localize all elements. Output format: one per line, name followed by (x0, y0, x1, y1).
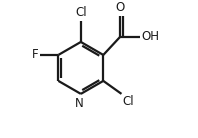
Text: Cl: Cl (123, 95, 134, 108)
Text: O: O (116, 1, 125, 14)
Text: Cl: Cl (75, 6, 87, 19)
Text: N: N (75, 97, 84, 110)
Text: OH: OH (141, 30, 159, 43)
Text: F: F (32, 48, 39, 61)
